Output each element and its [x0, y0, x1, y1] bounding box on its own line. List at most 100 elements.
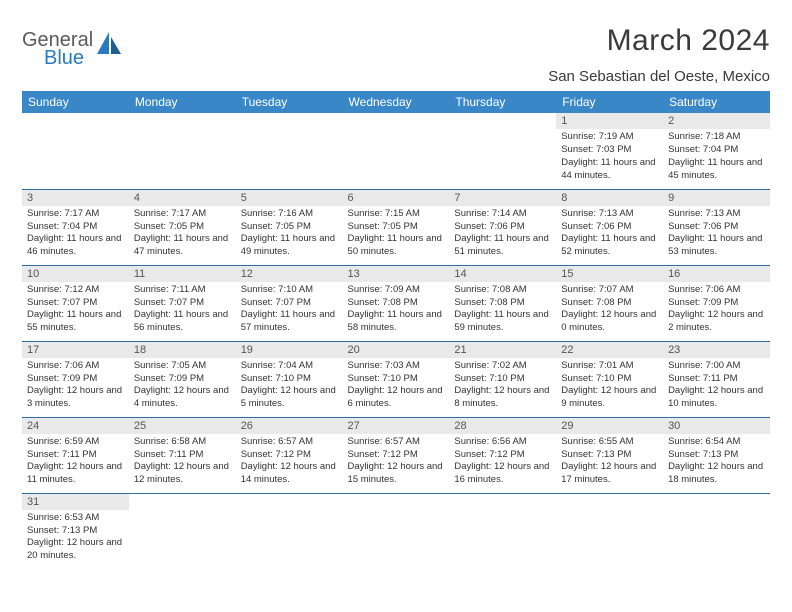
calendar-day-cell: 19Sunrise: 7:04 AMSunset: 7:10 PMDayligh… — [236, 341, 343, 417]
daylight-text: Daylight: 11 hours and 59 minutes. — [454, 309, 551, 335]
day-number — [556, 494, 663, 496]
sunrise-text: Sunrise: 7:16 AM — [241, 208, 338, 221]
sunset-text: Sunset: 7:10 PM — [454, 373, 551, 386]
sunset-text: Sunset: 7:05 PM — [241, 221, 338, 234]
sunset-text: Sunset: 7:09 PM — [27, 373, 124, 386]
sunrise-text: Sunrise: 6:53 AM — [27, 512, 124, 525]
sunrise-text: Sunrise: 7:17 AM — [27, 208, 124, 221]
day-number: 15 — [556, 266, 663, 282]
sunset-text: Sunset: 7:07 PM — [27, 297, 124, 310]
calendar-week-row: 3Sunrise: 7:17 AMSunset: 7:04 PMDaylight… — [22, 189, 770, 265]
sunset-text: Sunset: 7:04 PM — [668, 144, 765, 157]
sunset-text: Sunset: 7:06 PM — [454, 221, 551, 234]
calendar-day-cell: 14Sunrise: 7:08 AMSunset: 7:08 PMDayligh… — [449, 265, 556, 341]
calendar-day-cell: 22Sunrise: 7:01 AMSunset: 7:10 PMDayligh… — [556, 341, 663, 417]
day-number: 27 — [343, 418, 450, 434]
daylight-text: Daylight: 11 hours and 52 minutes. — [561, 233, 658, 259]
day-number: 7 — [449, 190, 556, 206]
day-info: Sunrise: 7:18 AMSunset: 7:04 PMDaylight:… — [663, 129, 770, 186]
calendar-day-cell — [129, 493, 236, 569]
day-info: Sunrise: 7:01 AMSunset: 7:10 PMDaylight:… — [556, 358, 663, 415]
calendar-day-cell: 26Sunrise: 6:57 AMSunset: 7:12 PMDayligh… — [236, 417, 343, 493]
calendar-day-cell — [236, 113, 343, 189]
calendar-day-cell: 1Sunrise: 7:19 AMSunset: 7:03 PMDaylight… — [556, 113, 663, 189]
daylight-text: Daylight: 12 hours and 8 minutes. — [454, 385, 551, 411]
sunset-text: Sunset: 7:10 PM — [561, 373, 658, 386]
day-info: Sunrise: 7:07 AMSunset: 7:08 PMDaylight:… — [556, 282, 663, 339]
day-number: 3 — [22, 190, 129, 206]
day-number — [129, 113, 236, 115]
sunset-text: Sunset: 7:13 PM — [668, 449, 765, 462]
page: General Blue March 2024 San Sebastian de… — [0, 0, 792, 579]
calendar-day-cell: 5Sunrise: 7:16 AMSunset: 7:05 PMDaylight… — [236, 189, 343, 265]
sunrise-text: Sunrise: 7:01 AM — [561, 360, 658, 373]
daylight-text: Daylight: 11 hours and 56 minutes. — [134, 309, 231, 335]
day-info: Sunrise: 6:55 AMSunset: 7:13 PMDaylight:… — [556, 434, 663, 491]
calendar-day-cell: 27Sunrise: 6:57 AMSunset: 7:12 PMDayligh… — [343, 417, 450, 493]
day-info: Sunrise: 7:17 AMSunset: 7:04 PMDaylight:… — [22, 206, 129, 263]
day-number — [236, 113, 343, 115]
sunrise-text: Sunrise: 7:08 AM — [454, 284, 551, 297]
day-number: 1 — [556, 113, 663, 129]
daylight-text: Daylight: 12 hours and 20 minutes. — [27, 537, 124, 563]
day-info: Sunrise: 6:59 AMSunset: 7:11 PMDaylight:… — [22, 434, 129, 491]
daylight-text: Daylight: 11 hours and 57 minutes. — [241, 309, 338, 335]
calendar-day-cell — [343, 113, 450, 189]
calendar-day-cell: 29Sunrise: 6:55 AMSunset: 7:13 PMDayligh… — [556, 417, 663, 493]
calendar-table: Sunday Monday Tuesday Wednesday Thursday… — [22, 91, 770, 569]
sunset-text: Sunset: 7:13 PM — [561, 449, 658, 462]
day-info: Sunrise: 7:10 AMSunset: 7:07 PMDaylight:… — [236, 282, 343, 339]
day-info: Sunrise: 7:13 AMSunset: 7:06 PMDaylight:… — [556, 206, 663, 263]
daylight-text: Daylight: 12 hours and 2 minutes. — [668, 309, 765, 335]
sunrise-text: Sunrise: 6:54 AM — [668, 436, 765, 449]
calendar-day-cell: 16Sunrise: 7:06 AMSunset: 7:09 PMDayligh… — [663, 265, 770, 341]
sunset-text: Sunset: 7:05 PM — [134, 221, 231, 234]
calendar-day-cell — [449, 493, 556, 569]
day-number: 21 — [449, 342, 556, 358]
weekday-header: Friday — [556, 91, 663, 113]
day-info: Sunrise: 7:12 AMSunset: 7:07 PMDaylight:… — [22, 282, 129, 339]
logo: General Blue — [22, 24, 123, 68]
calendar-week-row: 1Sunrise: 7:19 AMSunset: 7:03 PMDaylight… — [22, 113, 770, 189]
day-number — [343, 113, 450, 115]
sunrise-text: Sunrise: 6:59 AM — [27, 436, 124, 449]
calendar-day-cell — [343, 493, 450, 569]
day-number: 30 — [663, 418, 770, 434]
day-number: 8 — [556, 190, 663, 206]
day-info: Sunrise: 7:19 AMSunset: 7:03 PMDaylight:… — [556, 129, 663, 186]
sunset-text: Sunset: 7:08 PM — [348, 297, 445, 310]
day-info: Sunrise: 7:06 AMSunset: 7:09 PMDaylight:… — [22, 358, 129, 415]
calendar-day-cell: 30Sunrise: 6:54 AMSunset: 7:13 PMDayligh… — [663, 417, 770, 493]
sunrise-text: Sunrise: 7:06 AM — [27, 360, 124, 373]
month-title: March 2024 — [548, 24, 770, 58]
daylight-text: Daylight: 11 hours and 50 minutes. — [348, 233, 445, 259]
day-number: 10 — [22, 266, 129, 282]
calendar-day-cell — [22, 113, 129, 189]
day-number: 18 — [129, 342, 236, 358]
sunrise-text: Sunrise: 7:13 AM — [561, 208, 658, 221]
day-info: Sunrise: 7:17 AMSunset: 7:05 PMDaylight:… — [129, 206, 236, 263]
day-info: Sunrise: 7:02 AMSunset: 7:10 PMDaylight:… — [449, 358, 556, 415]
sunrise-text: Sunrise: 7:09 AM — [348, 284, 445, 297]
calendar-day-cell: 9Sunrise: 7:13 AMSunset: 7:06 PMDaylight… — [663, 189, 770, 265]
sunset-text: Sunset: 7:06 PM — [668, 221, 765, 234]
sunset-text: Sunset: 7:12 PM — [454, 449, 551, 462]
daylight-text: Daylight: 11 hours and 45 minutes. — [668, 157, 765, 183]
sunset-text: Sunset: 7:10 PM — [348, 373, 445, 386]
sunrise-text: Sunrise: 7:02 AM — [454, 360, 551, 373]
day-number: 17 — [22, 342, 129, 358]
sunset-text: Sunset: 7:03 PM — [561, 144, 658, 157]
day-number — [449, 113, 556, 115]
calendar-week-row: 24Sunrise: 6:59 AMSunset: 7:11 PMDayligh… — [22, 417, 770, 493]
day-number — [22, 113, 129, 115]
calendar-day-cell — [236, 493, 343, 569]
sunrise-text: Sunrise: 6:56 AM — [454, 436, 551, 449]
calendar-week-row: 31Sunrise: 6:53 AMSunset: 7:13 PMDayligh… — [22, 493, 770, 569]
calendar-day-cell: 3Sunrise: 7:17 AMSunset: 7:04 PMDaylight… — [22, 189, 129, 265]
sunrise-text: Sunrise: 7:10 AM — [241, 284, 338, 297]
calendar-day-cell: 13Sunrise: 7:09 AMSunset: 7:08 PMDayligh… — [343, 265, 450, 341]
day-number: 11 — [129, 266, 236, 282]
day-number: 16 — [663, 266, 770, 282]
sunset-text: Sunset: 7:08 PM — [454, 297, 551, 310]
sunset-text: Sunset: 7:08 PM — [561, 297, 658, 310]
